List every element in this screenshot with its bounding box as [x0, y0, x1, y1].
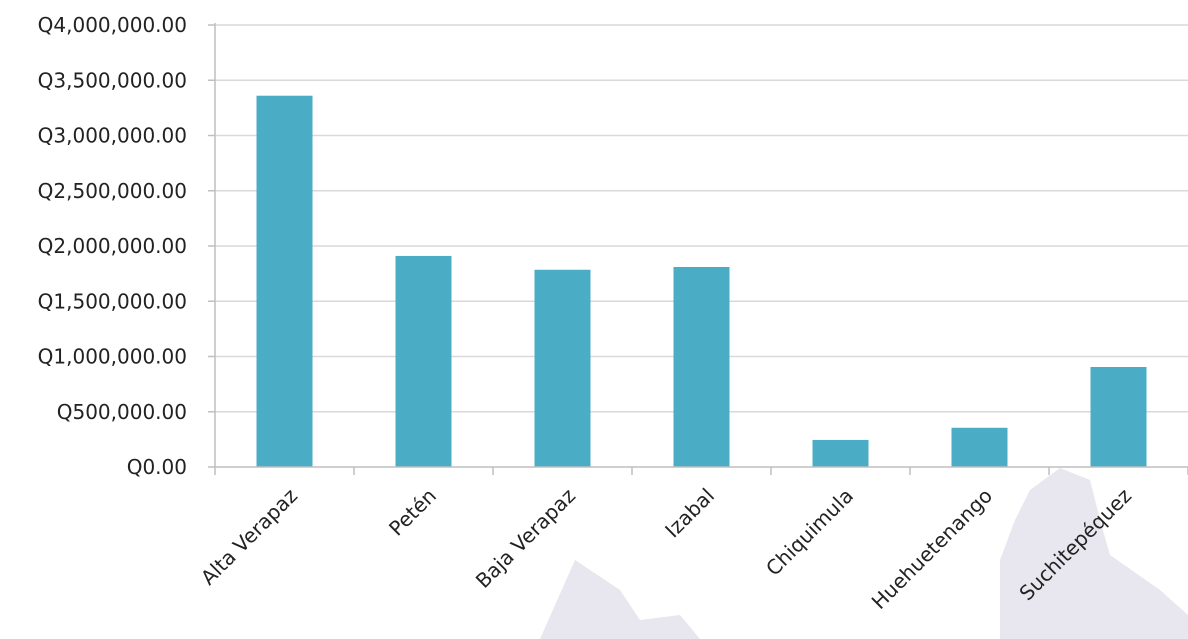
bar [812, 439, 869, 467]
bar [395, 255, 452, 467]
bar [951, 427, 1008, 467]
x-category-label: Baja Verapaz [471, 484, 580, 593]
watermark-graphic [540, 468, 1188, 639]
bar [673, 266, 730, 467]
x-axis-category-labels: Alta Verapaz Petén Baja Verapaz Izabal Chiqu… [196, 484, 1136, 614]
x-category-label: Chiquimula [761, 484, 858, 581]
y-tick-label: Q2,000,000.00 [38, 234, 187, 258]
watermark-shape-left [540, 560, 700, 639]
y-tick-label: Q0.00 [127, 455, 187, 479]
y-tick-label: Q3,000,000.00 [38, 124, 187, 148]
watermark-shape-right [1000, 468, 1188, 639]
bar [534, 269, 591, 467]
y-axis-tick-labels: Q0.00 Q500,000.00 Q1,000,000.00 Q1,500,000.… [38, 13, 187, 479]
y-tick-label: Q3,500,000.00 [38, 68, 187, 92]
y-tick-label: Q1,000,000.00 [38, 345, 187, 369]
x-category-label: Alta Verapaz [196, 484, 302, 590]
y-tick-label: Q1,500,000.00 [38, 289, 187, 313]
y-tick-label: Q2,500,000.00 [38, 179, 187, 203]
bar [256, 95, 313, 467]
y-tick-label: Q4,000,000.00 [38, 13, 187, 37]
x-category-label: Huehuetenango [867, 484, 997, 614]
x-category-label: Petén [384, 484, 441, 541]
x-category-label: Izabal [660, 484, 719, 543]
y-tick-label: Q500,000.00 [57, 400, 187, 424]
axes [208, 23, 1188, 475]
bars [256, 95, 1147, 467]
bar [1090, 366, 1147, 467]
